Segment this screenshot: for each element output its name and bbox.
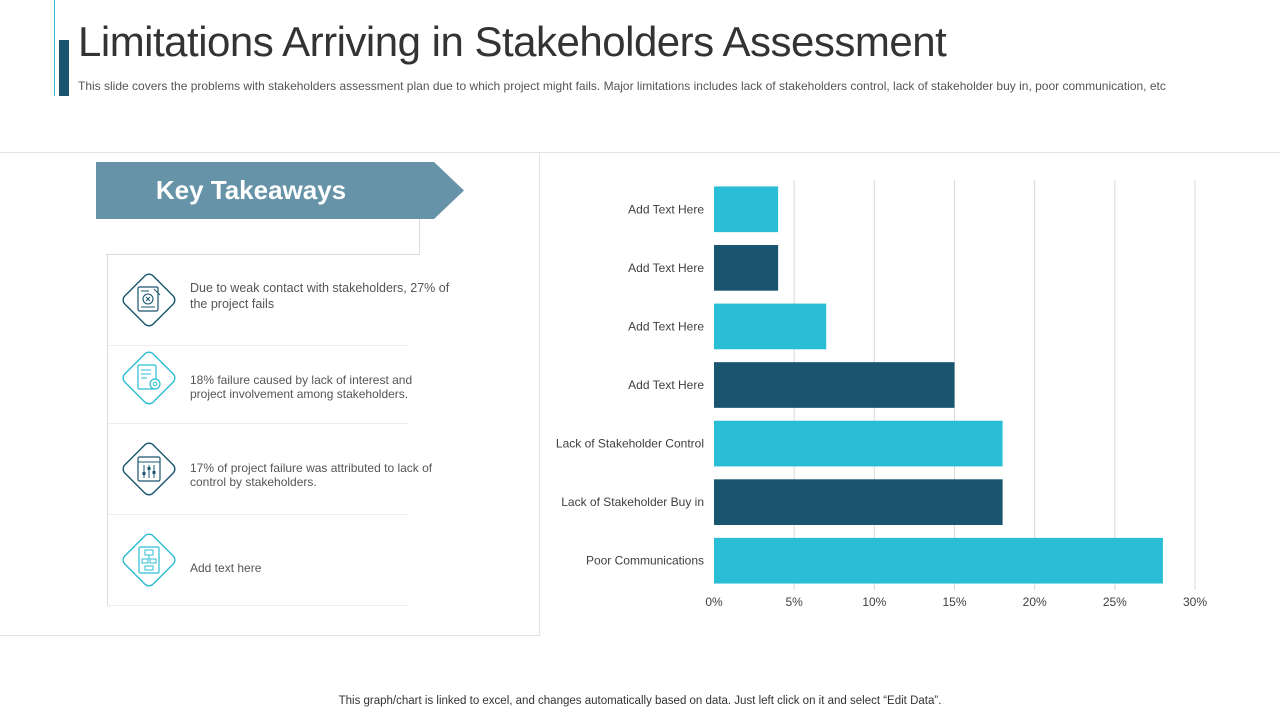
document-x-icon <box>116 267 182 333</box>
x-tick-label: 20% <box>1023 595 1047 609</box>
banner-arrow-shape <box>96 162 464 219</box>
x-tick-label: 0% <box>705 595 723 609</box>
bar-chart: Add Text Here Add Text Here Add Text Here A… <box>556 180 1207 609</box>
takeaway-item: 17% of project failure was attributed to… <box>107 424 432 515</box>
chart-frame <box>539 152 1280 636</box>
slide-title: Limitations Arriving in Stakeholders Ass… <box>78 18 947 65</box>
category-label: Lack of Stakeholder Control <box>556 437 704 451</box>
takeaway-item: Add text here <box>107 515 408 606</box>
category-label: Add Text Here <box>628 319 704 333</box>
bar <box>714 479 1003 525</box>
category-label: Poor Communications <box>586 554 704 568</box>
takeaway-text: 18% failure caused by lack of interest a… <box>190 373 413 401</box>
x-tick-label: 30% <box>1183 595 1207 609</box>
x-tick-label: 15% <box>942 595 966 609</box>
category-label: Add Text Here <box>628 261 704 275</box>
category-label: Add Text Here <box>628 202 704 216</box>
x-tick-label: 5% <box>785 595 803 609</box>
bar <box>714 245 779 291</box>
accent-line <box>54 0 55 96</box>
bar <box>714 303 827 350</box>
category-label: Add Text Here <box>628 378 704 392</box>
x-tick-label: 10% <box>862 595 886 609</box>
x-tick-label: 25% <box>1103 595 1127 609</box>
document-gear-icon <box>116 345 182 411</box>
bar <box>714 186 779 233</box>
flowchart-document-icon <box>116 527 182 593</box>
category-label: Lack of Stakeholder Buy in <box>561 495 704 509</box>
takeaway-item: Due to weak contact with stakeholders, 2… <box>107 255 449 346</box>
takeaway-item: 18% failure caused by lack of interest a… <box>107 333 412 424</box>
key-takeaways-banner: Key Takeaways <box>96 162 464 219</box>
key-takeaways-heading: Key Takeaways <box>155 175 347 205</box>
slide-subtitle: This slide covers the problems with stak… <box>78 79 1166 93</box>
takeaway-text: Due to weak contact with stakeholders, 2… <box>190 281 450 311</box>
takeaway-text: Add text here <box>190 561 262 575</box>
bar <box>714 420 1003 467</box>
banner-tab-outline <box>106 219 420 255</box>
title-accent-bar <box>59 40 69 96</box>
bar <box>714 537 1163 584</box>
footer-note: This graph/chart is linked to excel, and… <box>338 695 942 707</box>
bar <box>714 362 955 408</box>
takeaway-text: 17% of project failure was attributed to… <box>190 461 433 489</box>
control-sliders-icon <box>116 436 182 502</box>
